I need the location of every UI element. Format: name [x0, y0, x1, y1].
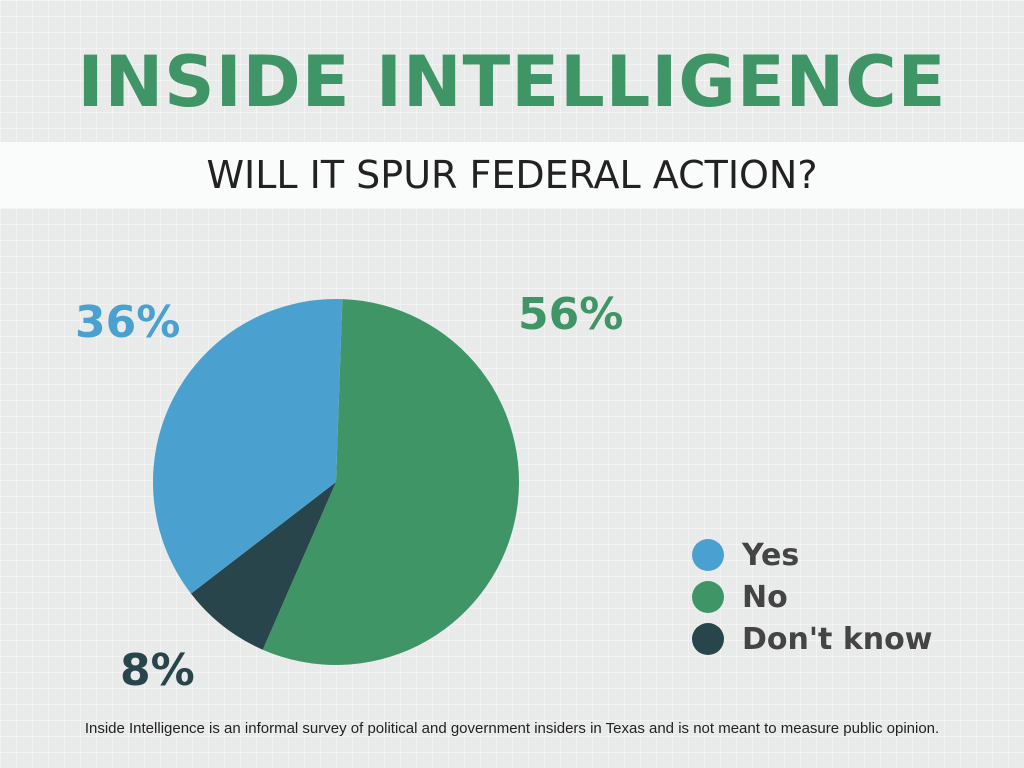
legend: Yes No Don't know — [692, 534, 932, 660]
pie-slice-yes — [153, 299, 343, 594]
legend-swatch-yes — [692, 539, 724, 571]
pie-slice-don-t-know — [191, 482, 336, 650]
data-label-yes: 36% — [75, 297, 181, 348]
legend-item-no: No — [692, 576, 932, 618]
legend-label-no: No — [742, 579, 788, 615]
data-label-no: 56% — [518, 289, 624, 340]
legend-swatch-dont-know — [692, 623, 724, 655]
legend-item-yes: Yes — [692, 534, 932, 576]
data-label-dont-know: 8% — [120, 645, 195, 696]
legend-label-yes: Yes — [742, 537, 800, 573]
legend-swatch-no — [692, 581, 724, 613]
page-title: INSIDE INTELLIGENCE — [77, 41, 947, 123]
chart-title: WILL IT SPUR FEDERAL ACTION? — [0, 142, 1024, 208]
footnote: Inside Intelligence is an informal surve… — [84, 720, 940, 737]
pie-slice-no — [262, 299, 519, 666]
legend-label-dont-know: Don't know — [742, 621, 933, 657]
legend-item-dont-know: Don't know — [692, 618, 932, 660]
